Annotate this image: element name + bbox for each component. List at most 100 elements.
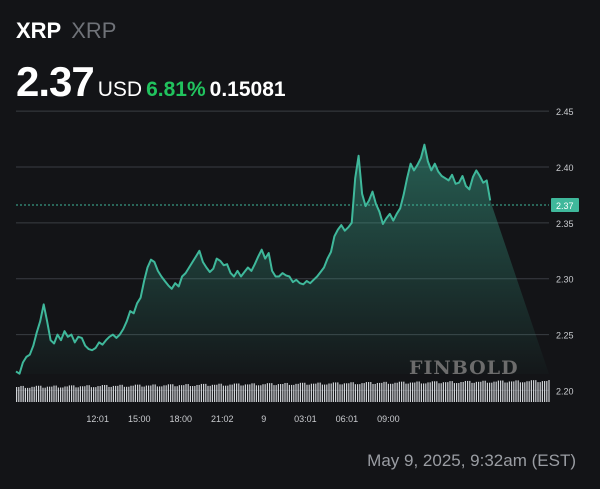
volume-bar <box>194 385 196 402</box>
x-tick-label: 09:00 <box>377 414 400 424</box>
currency: USD <box>97 78 143 101</box>
volume-bar <box>57 387 59 402</box>
volume-bar <box>260 385 262 402</box>
volume-bar <box>64 386 66 402</box>
volume-bar <box>517 380 519 402</box>
volume-bar <box>196 384 198 402</box>
volume-bar <box>181 385 183 402</box>
volume-bar <box>95 387 97 402</box>
y-tick-label: 2.35 <box>556 219 574 229</box>
volume-bar <box>528 381 530 402</box>
volume-bar <box>352 382 354 402</box>
volume-bar <box>161 386 163 402</box>
volume-bar <box>451 381 453 402</box>
volume-bar <box>359 384 361 402</box>
asset-name: XRP <box>71 18 117 43</box>
change-percent: 6.81% <box>146 78 206 101</box>
volume-bar <box>198 384 200 402</box>
volume-bar <box>304 382 306 402</box>
volume-bar <box>271 383 273 402</box>
volume-bar <box>203 383 205 402</box>
volume-bar <box>55 385 57 402</box>
volume-bar <box>434 381 436 402</box>
volume-bar <box>431 381 433 402</box>
volume-bar <box>475 381 477 402</box>
volume-bar <box>247 384 249 402</box>
volume-bar <box>44 387 46 402</box>
volume-bar <box>192 386 194 402</box>
volume-bar <box>227 385 229 402</box>
volume-bar <box>49 386 51 402</box>
volume-bar <box>464 380 466 402</box>
volume-bar <box>390 383 392 402</box>
volume-bar <box>302 382 304 402</box>
volume-bar <box>423 383 425 402</box>
volume-bar <box>447 382 449 402</box>
volume-bar <box>427 382 429 402</box>
volume-bar <box>51 386 53 402</box>
volume-bar <box>350 382 352 402</box>
volume-bar <box>132 385 134 402</box>
volume-bar <box>46 386 48 402</box>
volume-bar <box>357 384 359 402</box>
volume-bar <box>242 385 244 402</box>
volume-bar <box>77 387 79 402</box>
volume-bar <box>27 387 29 402</box>
volume-bar <box>313 383 315 402</box>
volume-bar <box>372 383 374 402</box>
volume-bar <box>31 386 33 402</box>
volume-bar <box>286 382 288 402</box>
volume-bar <box>264 384 266 402</box>
volume-bar <box>97 386 99 402</box>
volume-bar <box>205 383 207 402</box>
volume-bar <box>376 382 378 402</box>
volume-bar <box>513 381 515 402</box>
volume-bar <box>319 382 321 402</box>
volume-bar <box>425 383 427 402</box>
volume-bar <box>405 383 407 402</box>
volume-bar <box>493 381 495 402</box>
volume-bar <box>414 382 416 402</box>
volume-bar <box>214 384 216 402</box>
volume-bar <box>539 382 541 402</box>
volume-bar <box>284 382 286 402</box>
volume-bar <box>220 383 222 402</box>
volume-bar <box>121 384 123 402</box>
volume-bar <box>156 386 158 402</box>
volume-bar <box>445 382 447 402</box>
x-tick-label: 15:00 <box>128 414 151 424</box>
volume-bar <box>185 384 187 402</box>
volume-bar <box>387 383 389 402</box>
volume-bar <box>75 387 77 402</box>
volume-bar <box>200 383 202 402</box>
volume-bar <box>469 380 471 402</box>
volume-bar <box>262 384 264 402</box>
volume-bar <box>519 382 521 402</box>
volume-bar <box>482 380 484 402</box>
volume-bar <box>154 384 156 402</box>
volume-bar <box>84 386 86 402</box>
volume-bar <box>269 383 271 402</box>
volume-bar <box>339 384 341 402</box>
y-tick-label: 2.45 <box>556 107 574 117</box>
volume-bar <box>82 386 84 402</box>
volume-bar <box>533 380 535 402</box>
volume-bar <box>341 384 343 402</box>
volume-bar <box>22 385 24 402</box>
volume-bar <box>515 380 517 402</box>
volume-bar <box>233 383 235 402</box>
volume-bar <box>24 387 26 402</box>
change-absolute: 0.15081 <box>209 78 286 101</box>
volume-bar <box>436 381 438 402</box>
volume-bar <box>134 384 136 402</box>
volume-bar <box>18 386 20 402</box>
volume-bar <box>295 383 297 402</box>
volume-bar <box>365 382 367 402</box>
volume-bar <box>249 384 251 402</box>
volume-bar <box>209 385 211 402</box>
volume-bar <box>253 383 255 402</box>
current-price: 2.37 <box>16 58 95 105</box>
volume-bar <box>99 386 101 402</box>
y-tick-label: 2.40 <box>556 163 574 173</box>
volume-bar <box>546 381 548 402</box>
